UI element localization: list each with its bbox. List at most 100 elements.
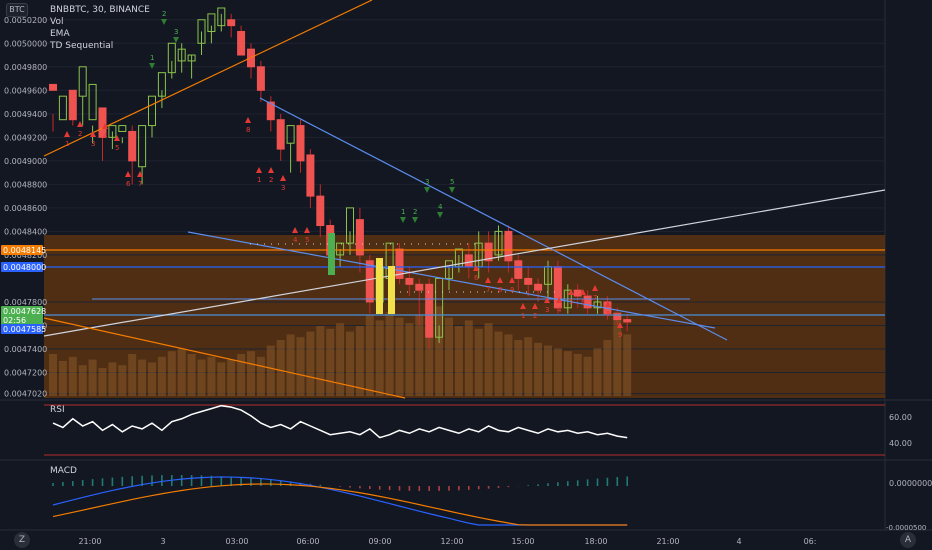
price-marker-label: 02:56	[3, 316, 26, 325]
td-count-label: 8	[246, 126, 250, 134]
macd-histogram-bar	[52, 483, 54, 486]
candle-body	[306, 154, 315, 197]
macd-histogram-bar	[606, 477, 609, 486]
price-tick-label: 0.0047400	[4, 345, 47, 354]
td-sell-marker	[592, 285, 598, 291]
volume-bar	[148, 362, 156, 396]
volume-bar	[435, 306, 444, 396]
price-marker-label: 0.0047628	[3, 307, 46, 316]
td-count-label: 1	[521, 312, 525, 320]
symbol-compare-button[interactable]: BTC	[6, 3, 28, 17]
price-marker-bg	[1, 324, 43, 334]
ema-line[interactable]	[43, 0, 373, 157]
candle-body	[464, 254, 473, 268]
td-count-label: 6	[126, 180, 131, 188]
macd-axis-0: 0.0000000	[889, 479, 932, 488]
candle-body	[58, 95, 67, 121]
price-marker-bg	[1, 315, 43, 325]
chart-legend: BNBBTC, 30, BINANCE Vol EMA TD Sequentia…	[50, 4, 150, 52]
macd-histogram-bar	[547, 483, 549, 486]
macd-histogram-bar	[557, 482, 559, 486]
candle-body	[296, 125, 305, 162]
td-count-label: 8	[606, 310, 610, 318]
rsi-line	[52, 404, 628, 439]
volume-bar	[534, 342, 543, 396]
price-marker-bg	[1, 262, 43, 272]
macd-histogram-bar	[596, 478, 599, 486]
indicator-vol[interactable]: Vol	[50, 17, 64, 27]
time-tick-label: 21:00	[78, 537, 101, 546]
ema-line-lower[interactable]	[43, 317, 406, 399]
macd-histogram-bar	[230, 476, 232, 486]
macd-histogram-bar	[220, 476, 223, 486]
candle-body	[167, 42, 176, 74]
macd-histogram-bar	[398, 486, 401, 491]
volume-bars	[49, 306, 632, 396]
price-tick-label: 0.0048400	[4, 227, 47, 236]
time-tick-label: 15:00	[511, 537, 534, 546]
candle-body	[227, 19, 236, 27]
macd-histogram-bar	[369, 486, 371, 490]
td-sell-marker	[617, 322, 623, 328]
td-sell-marker	[256, 167, 262, 173]
price-tick-label: 0.0047020	[4, 390, 47, 399]
chart-title[interactable]: BNBBTC, 30, BINANCE	[50, 5, 150, 15]
candle-body	[405, 277, 414, 285]
volume-bar	[623, 334, 632, 396]
volume-bar	[336, 323, 345, 396]
indicator-td[interactable]: TD Sequential	[50, 41, 114, 51]
ascending-trendline[interactable]	[43, 189, 886, 337]
price-marker-label: 0.0048145	[3, 246, 46, 255]
volume-bar	[405, 323, 414, 396]
macd-histogram	[52, 475, 628, 491]
macd-histogram-bar	[477, 486, 480, 490]
volume-bar	[415, 314, 424, 396]
td-count-label: 8	[498, 286, 502, 294]
candle-body	[435, 277, 444, 338]
candle-body	[286, 125, 295, 144]
macd-histogram-bar	[91, 479, 94, 486]
td-sell-marker	[605, 301, 611, 307]
volume-bar	[385, 312, 394, 396]
macd-histogram-bar	[240, 477, 242, 486]
td-count-label: 6	[474, 274, 479, 282]
volume-bar	[217, 362, 226, 396]
td-sell-marker	[280, 175, 286, 181]
price-tick-label: 0.0048600	[4, 204, 47, 213]
zoom-reset-button[interactable]: Z	[14, 532, 30, 548]
volume-bar	[504, 334, 513, 396]
volume-bar	[138, 359, 147, 396]
volume-bar	[355, 326, 364, 396]
candle-body	[88, 83, 97, 121]
rsi-label[interactable]: RSI	[50, 405, 65, 415]
time-axis[interactable]: 21:00 3 03:00 06:00 09:00 12:00 15:00 18:00 21:0…	[78, 537, 816, 546]
td-buy-marker	[437, 212, 443, 218]
td-sell-marker	[304, 227, 310, 233]
candle-body	[197, 19, 206, 44]
descending-trendline-2[interactable]	[187, 231, 716, 329]
td-count-label: 2	[162, 10, 166, 18]
candle-body	[98, 107, 107, 138]
td-count-label: 4	[438, 203, 443, 211]
candle-body	[355, 219, 364, 256]
td-count-label: 4	[103, 132, 108, 140]
volume-bar	[326, 328, 335, 396]
macd-signal-line	[52, 483, 628, 526]
descending-trendline[interactable]	[259, 97, 728, 341]
macd-label[interactable]: MACD	[50, 466, 77, 476]
auto-scale-button[interactable]: A	[900, 532, 916, 548]
td-count-label: 3	[545, 306, 549, 314]
macd-histogram-bar	[131, 476, 133, 486]
td-count-label: 5	[450, 178, 454, 186]
td-sell-marker	[544, 297, 550, 303]
candles	[49, 7, 632, 349]
macd-histogram-bar	[567, 481, 569, 486]
macd-histogram-bar	[101, 478, 104, 486]
volume-bar	[464, 320, 473, 396]
td-count-label: 5	[115, 144, 119, 152]
volume-bar	[177, 348, 186, 396]
td-count-label: 7	[593, 294, 597, 302]
price-tick-label: 0.0049600	[4, 86, 47, 95]
indicator-ema[interactable]: EMA	[50, 29, 70, 39]
